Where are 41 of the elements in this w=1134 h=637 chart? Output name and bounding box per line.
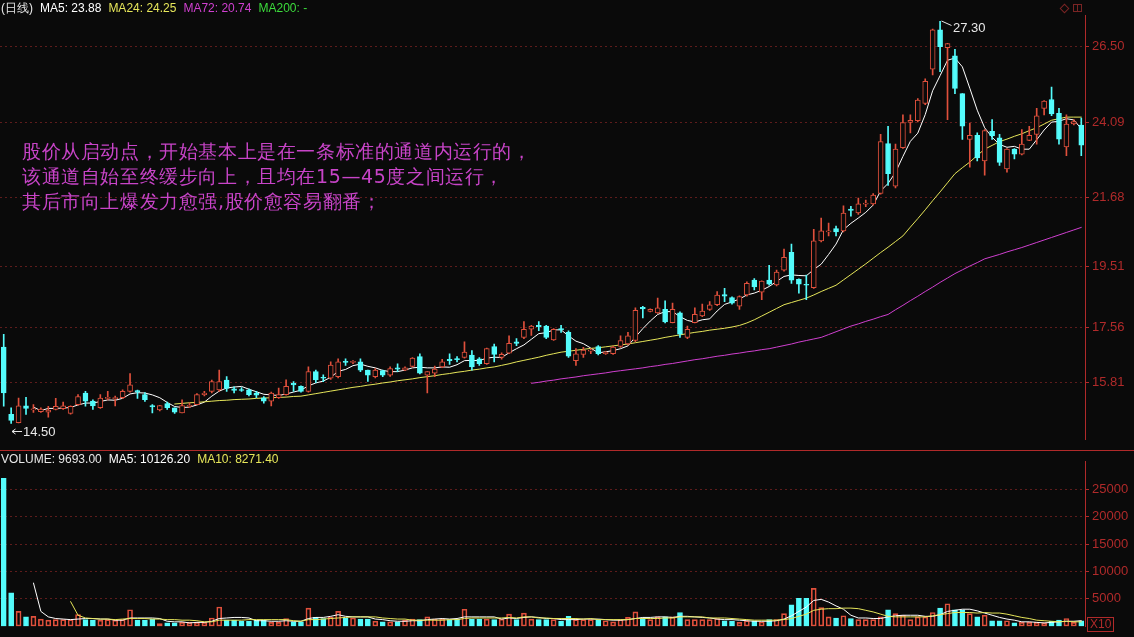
bar [0,477,7,627]
y-tick-label: 20000 [1092,508,1129,524]
annotation: 该通道自始至终缓步向上，且均在15—45度之间运行， [22,165,504,187]
y-tick-label: 25000 [1092,480,1129,496]
y-tick-label: 5000 [1092,590,1121,606]
y-tick-label: 26.50 [1092,38,1125,53]
y-tick-label: 19.51 [1092,257,1125,273]
candlestick [966,122,973,168]
text: MA10: 8271.40 [197,452,279,466]
candlestick [766,265,772,286]
y-tick-label: 24.09 [1092,113,1125,129]
candlestick [45,405,52,418]
bar [937,607,943,627]
y-tick-label: 10000 [1092,562,1129,578]
y-tick-label: 21.68 [1092,189,1125,205]
bar [23,616,29,627]
annotation: 其后市向上爆发力愈强,股价愈容易翻番； [22,190,382,212]
annotation: 14.50 [23,424,56,439]
y-tick-label: 15.81 [1092,373,1125,389]
bar [8,592,14,627]
candlestick [558,325,564,333]
candlestick [424,371,431,394]
candlestick [23,397,29,415]
text: MA24: 24.25 [108,1,177,15]
y-tick-label: 15000 [1092,535,1129,551]
bar [974,616,981,627]
text: MA5: 10126.20 [108,452,191,466]
legend-label: MA200: - [258,1,308,15]
chart-title: VOLUME: 9693.00 [1,452,102,466]
candlestick [862,199,869,208]
annotation: 股价从启动点，开始基本上是在一条标准的通道内运行的， [22,140,532,162]
text: MA5: 23.88 [40,1,102,15]
candlestick [989,119,995,140]
candlestick [848,206,854,217]
candlestick [803,274,810,301]
y-tick-label: 17.56 [1092,318,1125,334]
candlestick [320,374,327,383]
text: MA72: 20.74 [183,1,252,15]
chart-title: (日线) [1,1,33,15]
y-axis-title: X10 [1087,617,1115,632]
annotation: 27.30 [953,20,986,35]
